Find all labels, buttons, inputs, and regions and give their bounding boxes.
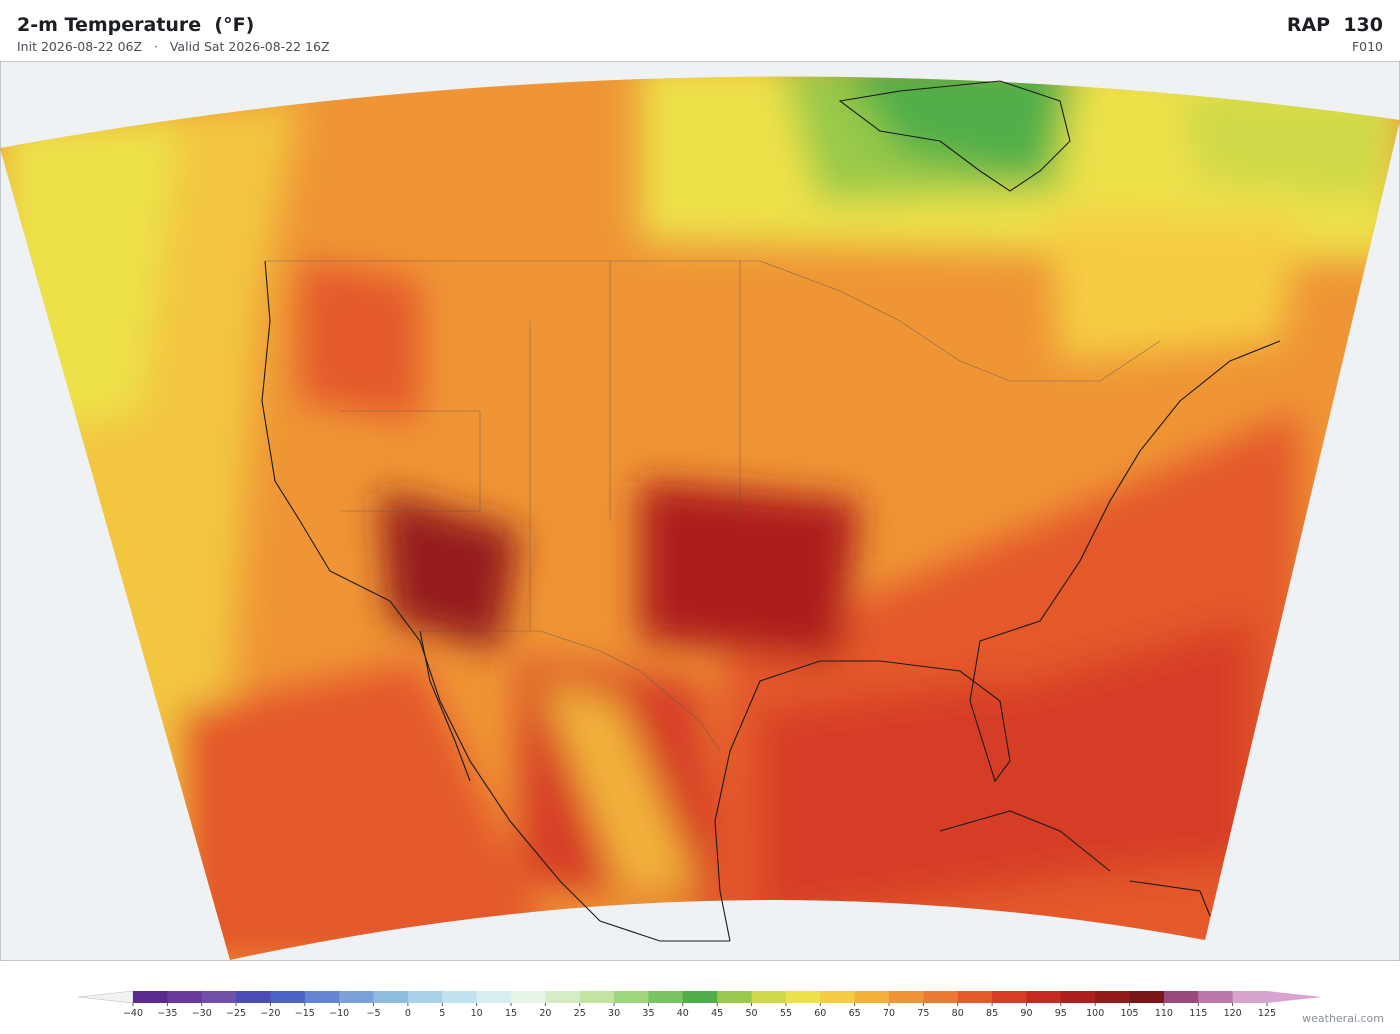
header: 2-m Temperature (°F) Init 2026-08-22 06Z… (0, 0, 1400, 62)
colorbar-tick-label: 35 (642, 1008, 654, 1019)
colorbar-tick-label: 75 (917, 1008, 929, 1019)
colorbar-tick-label: 60 (814, 1008, 826, 1019)
colorbar-segment (167, 991, 203, 1003)
map (0, 61, 1400, 961)
colorbar-tick-label: 50 (745, 1008, 757, 1019)
colorbar-segment (373, 991, 409, 1003)
colorbar-segment (579, 991, 615, 1003)
colorbar-segment (304, 991, 340, 1003)
colorbar-tick-label: 100 (1086, 1008, 1104, 1019)
model-label: RAP 130 (1286, 14, 1383, 36)
colorbar-tick-label: −5 (367, 1008, 381, 1019)
colorbar-tick-label: −40 (123, 1008, 143, 1019)
colorbar-segment (201, 991, 237, 1003)
colorbar: −40 −35 −30 −25 −20 −15 −10 −5 0 5 10 15 20 25 30 35 40 4… (77, 990, 1322, 1019)
colorbar-segment (889, 991, 924, 1003)
colorbar-segment (957, 991, 993, 1003)
colorbar-segment (1095, 991, 1131, 1003)
colorbar-tick-label: 40 (677, 1008, 689, 1019)
colorbar-tick-label: 120 (1224, 1008, 1242, 1019)
colorbar-tick-label: 125 (1258, 1008, 1276, 1019)
colorbar-segment (270, 991, 306, 1003)
colorbar-tick-label: 70 (883, 1008, 895, 1019)
colorbar-segment (992, 991, 1027, 1003)
colorbar-tick-label: 85 (986, 1008, 998, 1019)
colorbar-tick-label: 115 (1189, 1008, 1207, 1019)
subtitle: Init 2026-08-22 06Z · Valid Sat 2026-08-… (17, 39, 330, 54)
colorbar-tick-label: 65 (849, 1008, 861, 1019)
watermark: weatherai.com (1302, 1012, 1384, 1025)
colorbar-tick-label: 95 (1055, 1008, 1067, 1019)
colorbar-segment (614, 991, 649, 1003)
temperature-field (0, 76, 1400, 960)
colorbar-tick-label: −30 (192, 1008, 212, 1019)
colorbar-segment (751, 991, 787, 1003)
colorbar-tick-label: 90 (1020, 1008, 1032, 1019)
colorbar-tick-label: 15 (505, 1008, 517, 1019)
colorbar-segment (1163, 991, 1199, 1003)
colorbar-tick-label: −10 (329, 1008, 349, 1019)
colorbar-segment (236, 991, 271, 1003)
colorbar-tick-label: 110 (1155, 1008, 1173, 1019)
colorbar-segment (407, 991, 443, 1003)
colorbar-segment (648, 991, 684, 1003)
colorbar-segment (1060, 991, 1096, 1003)
colorbar-segment (1026, 991, 1062, 1003)
colorbar-segment (339, 991, 375, 1003)
colorbar-tick-label: 20 (539, 1008, 551, 1019)
colorbar-tick-label: 45 (711, 1008, 723, 1019)
colorbar-tick-label: 55 (780, 1008, 792, 1019)
colorbar-tick-label: 80 (952, 1008, 964, 1019)
colorbar-tick-label: −15 (295, 1008, 315, 1019)
colorbar-segment (717, 991, 753, 1003)
colorbar-segment (923, 991, 959, 1003)
colorbar-segment (1232, 991, 1268, 1003)
coastlines (261, 80, 1281, 942)
colorbar-segment (1129, 991, 1165, 1003)
borders (265, 260, 1161, 752)
colorbar-tick-label: 10 (471, 1008, 483, 1019)
colorbar-segment (133, 991, 168, 1003)
colorbar-tick-label: −35 (157, 1008, 177, 1019)
colorbar-tick-label: 25 (574, 1008, 586, 1019)
colorbar-segment (545, 991, 581, 1003)
colorbar-segment (1198, 991, 1234, 1003)
colorbar-segment (682, 991, 718, 1003)
colorbar-segment (476, 991, 512, 1003)
colorbar-segment (511, 991, 546, 1003)
colorbar-tick-label: 30 (608, 1008, 620, 1019)
colorbar-segment (820, 991, 856, 1003)
colorbar-segment (854, 991, 890, 1003)
colorbar-under (77, 990, 134, 1004)
colorbar-tick-label: −20 (260, 1008, 280, 1019)
colorbar-tick-label: 5 (439, 1008, 445, 1019)
colorbar-segment (442, 991, 478, 1003)
colorbar-over (1267, 991, 1322, 1003)
forecast-hour: F010 (1351, 39, 1383, 54)
colorbar-tick-label: 0 (405, 1008, 411, 1019)
colorbar-tick-label: 105 (1120, 1008, 1138, 1019)
title: 2-m Temperature (°F) (17, 14, 255, 36)
colorbar-tick-label: −25 (226, 1008, 246, 1019)
colorbar-segment (785, 991, 821, 1003)
